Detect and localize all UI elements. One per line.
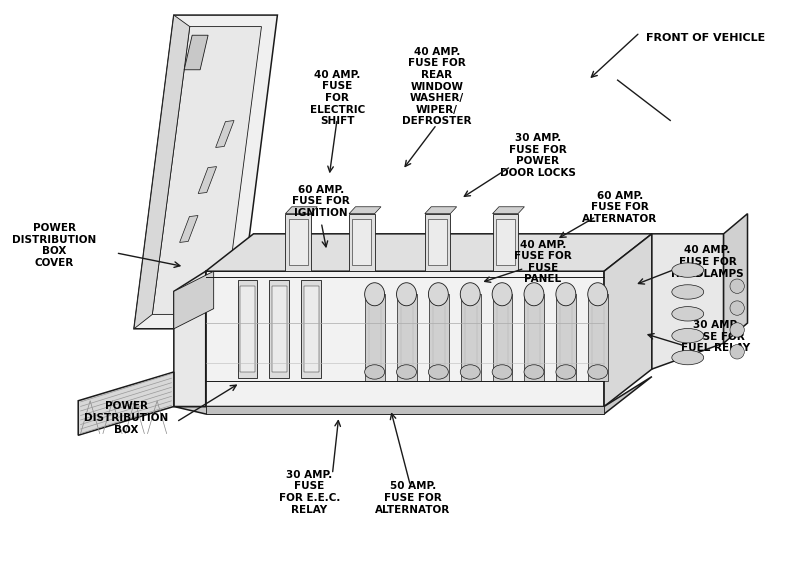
Polygon shape	[184, 35, 208, 70]
Polygon shape	[496, 219, 515, 265]
Polygon shape	[461, 294, 481, 381]
Ellipse shape	[460, 283, 480, 306]
Text: 30 AMP.
FUSE
FOR E.E.C.
RELAY: 30 AMP. FUSE FOR E.E.C. RELAY	[278, 470, 340, 515]
Ellipse shape	[730, 323, 744, 337]
Ellipse shape	[492, 283, 512, 306]
Ellipse shape	[672, 328, 704, 343]
Text: POWER
DISTRIBUTION
BOX
COVER: POWER DISTRIBUTION BOX COVER	[12, 223, 97, 268]
Ellipse shape	[730, 279, 744, 293]
Polygon shape	[588, 294, 608, 381]
Polygon shape	[493, 207, 525, 213]
Text: 60 AMP.
FUSE FOR
IGNITION: 60 AMP. FUSE FOR IGNITION	[292, 185, 350, 218]
Text: POWER
DISTRIBUTION
BOX: POWER DISTRIBUTION BOX	[84, 402, 168, 434]
Ellipse shape	[730, 301, 744, 315]
Polygon shape	[238, 280, 258, 378]
Text: 40 AMP.
FUSE FOR
REAR
WINDOW
WASHER/
WIPER/
DEFROSTER: 40 AMP. FUSE FOR REAR WINDOW WASHER/ WIP…	[402, 47, 471, 126]
Polygon shape	[206, 234, 652, 271]
Polygon shape	[429, 294, 449, 381]
Ellipse shape	[672, 285, 704, 299]
Polygon shape	[180, 216, 198, 242]
Polygon shape	[289, 219, 308, 265]
Text: FRONT OF VEHICLE: FRONT OF VEHICLE	[646, 33, 765, 43]
Polygon shape	[152, 27, 262, 314]
Text: 40 AMP.
FUSE FOR
HEADLAMPS: 40 AMP. FUSE FOR HEADLAMPS	[671, 245, 744, 279]
Polygon shape	[174, 271, 206, 407]
Text: 40 AMP.
FUSE FOR
FUSE
PANEL: 40 AMP. FUSE FOR FUSE PANEL	[514, 239, 572, 284]
Ellipse shape	[429, 283, 448, 306]
Polygon shape	[174, 377, 652, 414]
Polygon shape	[365, 294, 385, 381]
Ellipse shape	[365, 365, 385, 379]
Polygon shape	[206, 271, 604, 407]
Polygon shape	[428, 219, 447, 265]
Ellipse shape	[588, 365, 608, 379]
Polygon shape	[604, 234, 652, 407]
Ellipse shape	[397, 283, 417, 306]
Polygon shape	[174, 271, 214, 329]
Polygon shape	[286, 213, 311, 271]
Polygon shape	[134, 15, 190, 329]
Polygon shape	[302, 280, 322, 378]
Ellipse shape	[365, 283, 385, 306]
Polygon shape	[556, 294, 576, 381]
Ellipse shape	[672, 306, 704, 321]
Polygon shape	[304, 286, 319, 372]
Polygon shape	[652, 234, 724, 369]
Ellipse shape	[556, 365, 576, 379]
Ellipse shape	[672, 350, 704, 365]
Polygon shape	[425, 213, 450, 271]
Ellipse shape	[556, 283, 576, 306]
Polygon shape	[397, 294, 417, 381]
Polygon shape	[286, 207, 318, 213]
Polygon shape	[78, 372, 174, 435]
Text: 40 AMP.
FUSE
FOR
ELECTRIC
SHIFT: 40 AMP. FUSE FOR ELECTRIC SHIFT	[310, 70, 365, 126]
Ellipse shape	[429, 365, 448, 379]
Polygon shape	[240, 286, 255, 372]
Ellipse shape	[460, 365, 480, 379]
Polygon shape	[493, 294, 513, 381]
Text: 30 AMP.
FUSE FOR
POWER
DOOR LOCKS: 30 AMP. FUSE FOR POWER DOOR LOCKS	[500, 133, 576, 178]
Ellipse shape	[588, 283, 608, 306]
Text: 30 AMP.
FUSE FOR
FUEL RELAY: 30 AMP. FUSE FOR FUEL RELAY	[681, 320, 750, 353]
Polygon shape	[216, 121, 234, 148]
Ellipse shape	[524, 283, 544, 306]
Ellipse shape	[397, 365, 417, 379]
Ellipse shape	[492, 365, 512, 379]
Polygon shape	[272, 286, 287, 372]
Polygon shape	[525, 294, 544, 381]
Polygon shape	[425, 207, 457, 213]
Polygon shape	[493, 213, 518, 271]
Text: 60 AMP.
FUSE FOR
ALTERNATOR: 60 AMP. FUSE FOR ALTERNATOR	[582, 190, 658, 224]
Polygon shape	[349, 213, 374, 271]
Polygon shape	[198, 167, 217, 193]
Polygon shape	[206, 406, 604, 414]
Ellipse shape	[730, 344, 744, 359]
Ellipse shape	[672, 263, 704, 278]
Text: 50 AMP.
FUSE FOR
ALTERNATOR: 50 AMP. FUSE FOR ALTERNATOR	[375, 481, 450, 515]
Ellipse shape	[524, 365, 544, 379]
Polygon shape	[270, 280, 290, 378]
Polygon shape	[349, 207, 381, 213]
Polygon shape	[352, 219, 371, 265]
Polygon shape	[134, 15, 278, 329]
Polygon shape	[724, 213, 747, 343]
